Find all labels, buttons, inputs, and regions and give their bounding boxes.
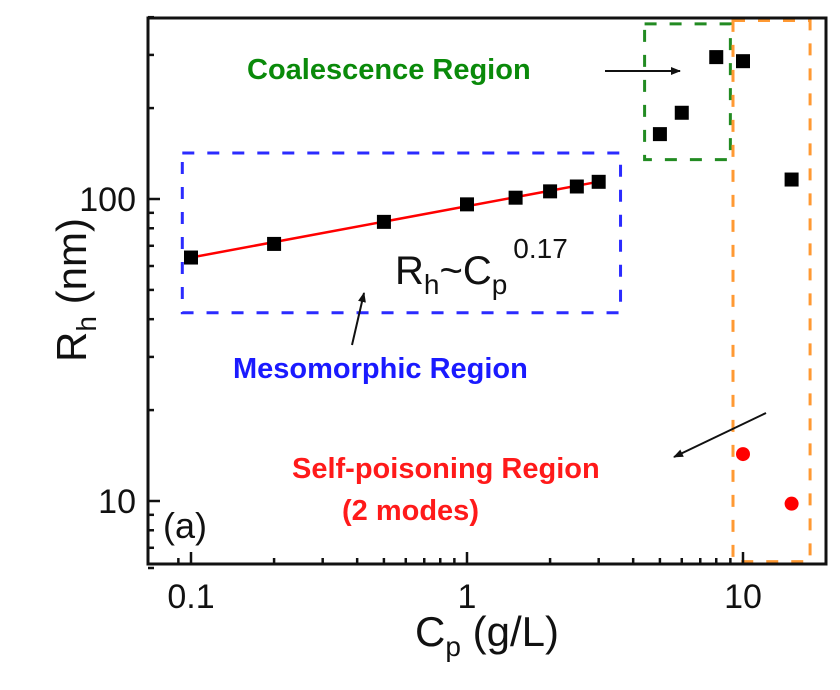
data-point-square [784, 172, 799, 187]
coalescence-region-label: Coalescence Region [247, 54, 531, 86]
data-point-square [736, 54, 750, 69]
data-point-square [460, 197, 474, 212]
region-boxes [180, 18, 812, 564]
x-tick-label: 1 [458, 578, 477, 616]
fit-line-group [190, 180, 599, 259]
data-point-square [376, 214, 391, 229]
data-point-square [709, 50, 724, 65]
y-tick-label: 10 [98, 483, 136, 521]
panel-label: (a) [163, 505, 207, 546]
data-point-square [543, 184, 558, 199]
y-tick-label: 100 [79, 181, 136, 219]
data-point-circle [736, 447, 750, 462]
x-tick-label: 0.1 [167, 578, 214, 616]
mesomorphic-region-label: Mesomorphic Region [233, 353, 528, 385]
region-box-self-poisoning-region [731, 18, 812, 564]
data-point-circle [784, 496, 799, 511]
data-point-square [508, 190, 523, 205]
x-axis-title: Cp (g/L) [415, 608, 559, 662]
self-poisoning-region-label: Self-poisoning Region [292, 453, 600, 485]
self-poisoning-modes-label: (2 modes) [342, 495, 479, 527]
self-poisoning-arrow [673, 412, 767, 458]
data-point-square [267, 236, 282, 251]
fit-line [190, 180, 599, 259]
data-point-square [674, 105, 689, 120]
region-box-coalescence-region [643, 22, 732, 162]
y-axis-title: Rh (nm) [48, 218, 102, 362]
data-point-square [591, 174, 606, 189]
data-point-square [184, 250, 198, 265]
x-tick-label: 10 [724, 578, 762, 616]
tick-labels: 0.1 1 10 10 100 [79, 181, 762, 616]
data-points [184, 50, 799, 511]
mesomorphic-arrow [351, 292, 366, 346]
data-point-square [569, 179, 584, 194]
data-point-square [652, 127, 667, 142]
fit-formula: Rh~Cp0.17 [395, 233, 568, 300]
axis-ticks [148, 15, 828, 570]
